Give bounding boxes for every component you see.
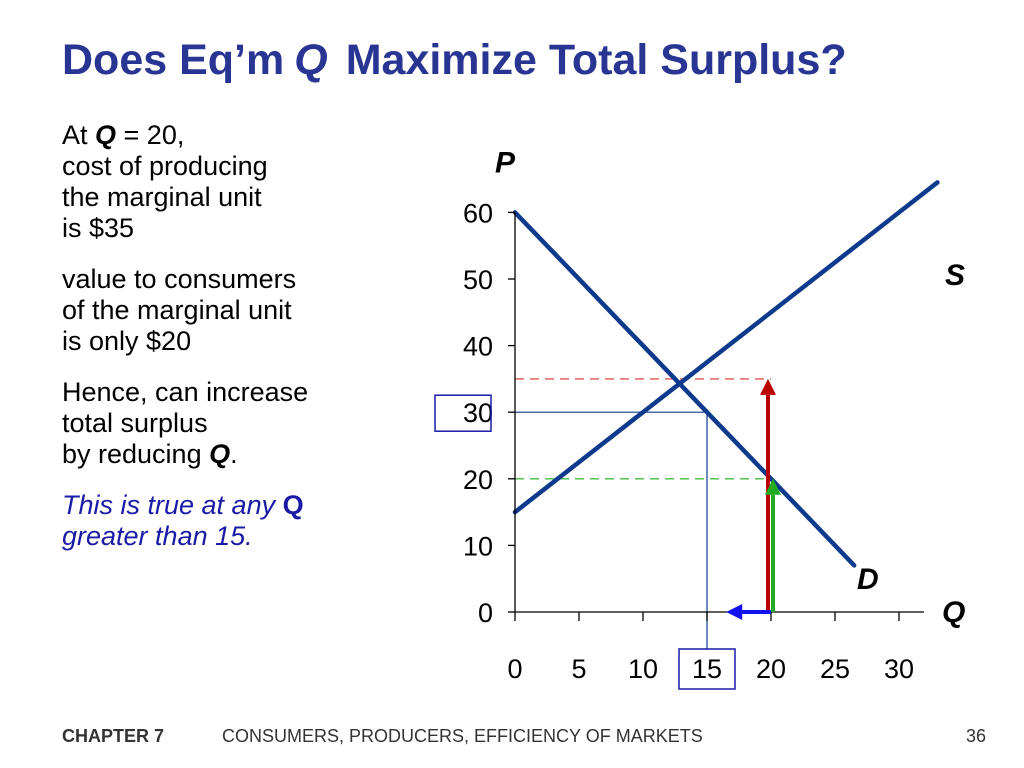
y-tick-label: 40 [463, 332, 493, 362]
p4-q: Q [282, 490, 304, 520]
p3-line1: Hence, can increase [62, 377, 309, 407]
curves [512, 180, 940, 568]
p3-line3b: . [230, 439, 238, 469]
reference-lines [515, 378, 771, 649]
ticks: 0 10 20 30 40 50 60 0 5 10 15 20 25 30 [434, 198, 914, 690]
green-arrow [765, 478, 781, 612]
x-tick-label: 15 [692, 654, 722, 684]
paragraph-2: value to consumers of the marginal unit … [62, 264, 402, 357]
x-tick-label: 5 [571, 654, 586, 684]
p3-line3a: by reducing [62, 439, 210, 469]
blue-arrow-head [726, 604, 743, 620]
p2-line3: is only $20 [62, 326, 192, 356]
p4-line2: greater than 15. [62, 521, 253, 551]
arrows [726, 378, 781, 620]
x-tick-label: 25 [820, 654, 850, 684]
y-tick-label: 0 [478, 598, 493, 628]
p3-line3: by reducing Q. [62, 439, 402, 470]
p3-line2: total surplus [62, 408, 208, 438]
y-tick-label: 60 [463, 198, 493, 228]
p1-rest: = 20, [116, 120, 185, 150]
red-arrow-head [760, 378, 776, 395]
demand-curve [512, 210, 857, 568]
supply-curve [512, 180, 940, 515]
paragraph-1: At Q = 20, cost of producing the margina… [62, 120, 402, 244]
y-tick-label: 30 [463, 398, 493, 428]
title-q: Q [294, 36, 328, 84]
footer-chapter: CHAPTER 7 [62, 726, 165, 746]
y-axis-label: P [495, 146, 516, 179]
p1-line1: At Q = 20, [62, 120, 402, 151]
y-tick-label: 50 [463, 265, 493, 295]
body-text: At Q = 20, cost of producing the margina… [62, 120, 402, 552]
p2-line2: of the marginal unit [62, 295, 292, 325]
p1-q: Q [95, 120, 117, 150]
page-number: 36 [965, 726, 986, 746]
x-tick-label: 10 [628, 654, 658, 684]
x-tick-label: 30 [884, 654, 914, 684]
y-tick-highlight-box [434, 394, 492, 432]
footer-title: CONSUMERS, PRODUCERS, EFFICIENCY OF MARK… [222, 726, 703, 746]
x-axis-label: Q [942, 596, 965, 629]
p2-line1: value to consumers [62, 264, 297, 294]
x-tick-label: 0 [507, 654, 522, 684]
p4-line1: This is true at any Q [62, 490, 402, 521]
paragraph-4: This is true at any Q greater than 15. [62, 490, 402, 552]
y-tick-label: 10 [463, 531, 493, 561]
p4-line1a: This is true at any [62, 490, 283, 520]
red-arrow [760, 378, 776, 612]
p1-at: At [62, 120, 96, 150]
x-tick-label: 20 [756, 654, 786, 684]
demand-label: D [857, 563, 879, 596]
title-part2: Maximize Total Surplus? [345, 36, 847, 84]
slide-title: Does Eq’m Q Maximize Total Surplus? [62, 36, 1022, 85]
p3-q: Q [209, 439, 231, 469]
green-arrow-head [765, 478, 781, 495]
paragraph-3: Hence, can increase total surplus by red… [62, 377, 402, 470]
p1-line2: cost of producing [62, 151, 268, 181]
title-part1: Does Eq’m [62, 36, 285, 84]
x-tick-highlight-box [678, 648, 736, 690]
supply-label: S [945, 259, 965, 292]
y-tick-label: 20 [463, 465, 493, 495]
p1-line3: the marginal unit [62, 182, 262, 212]
p1-line4: is $35 [62, 213, 135, 243]
blue-arrow [726, 604, 771, 620]
